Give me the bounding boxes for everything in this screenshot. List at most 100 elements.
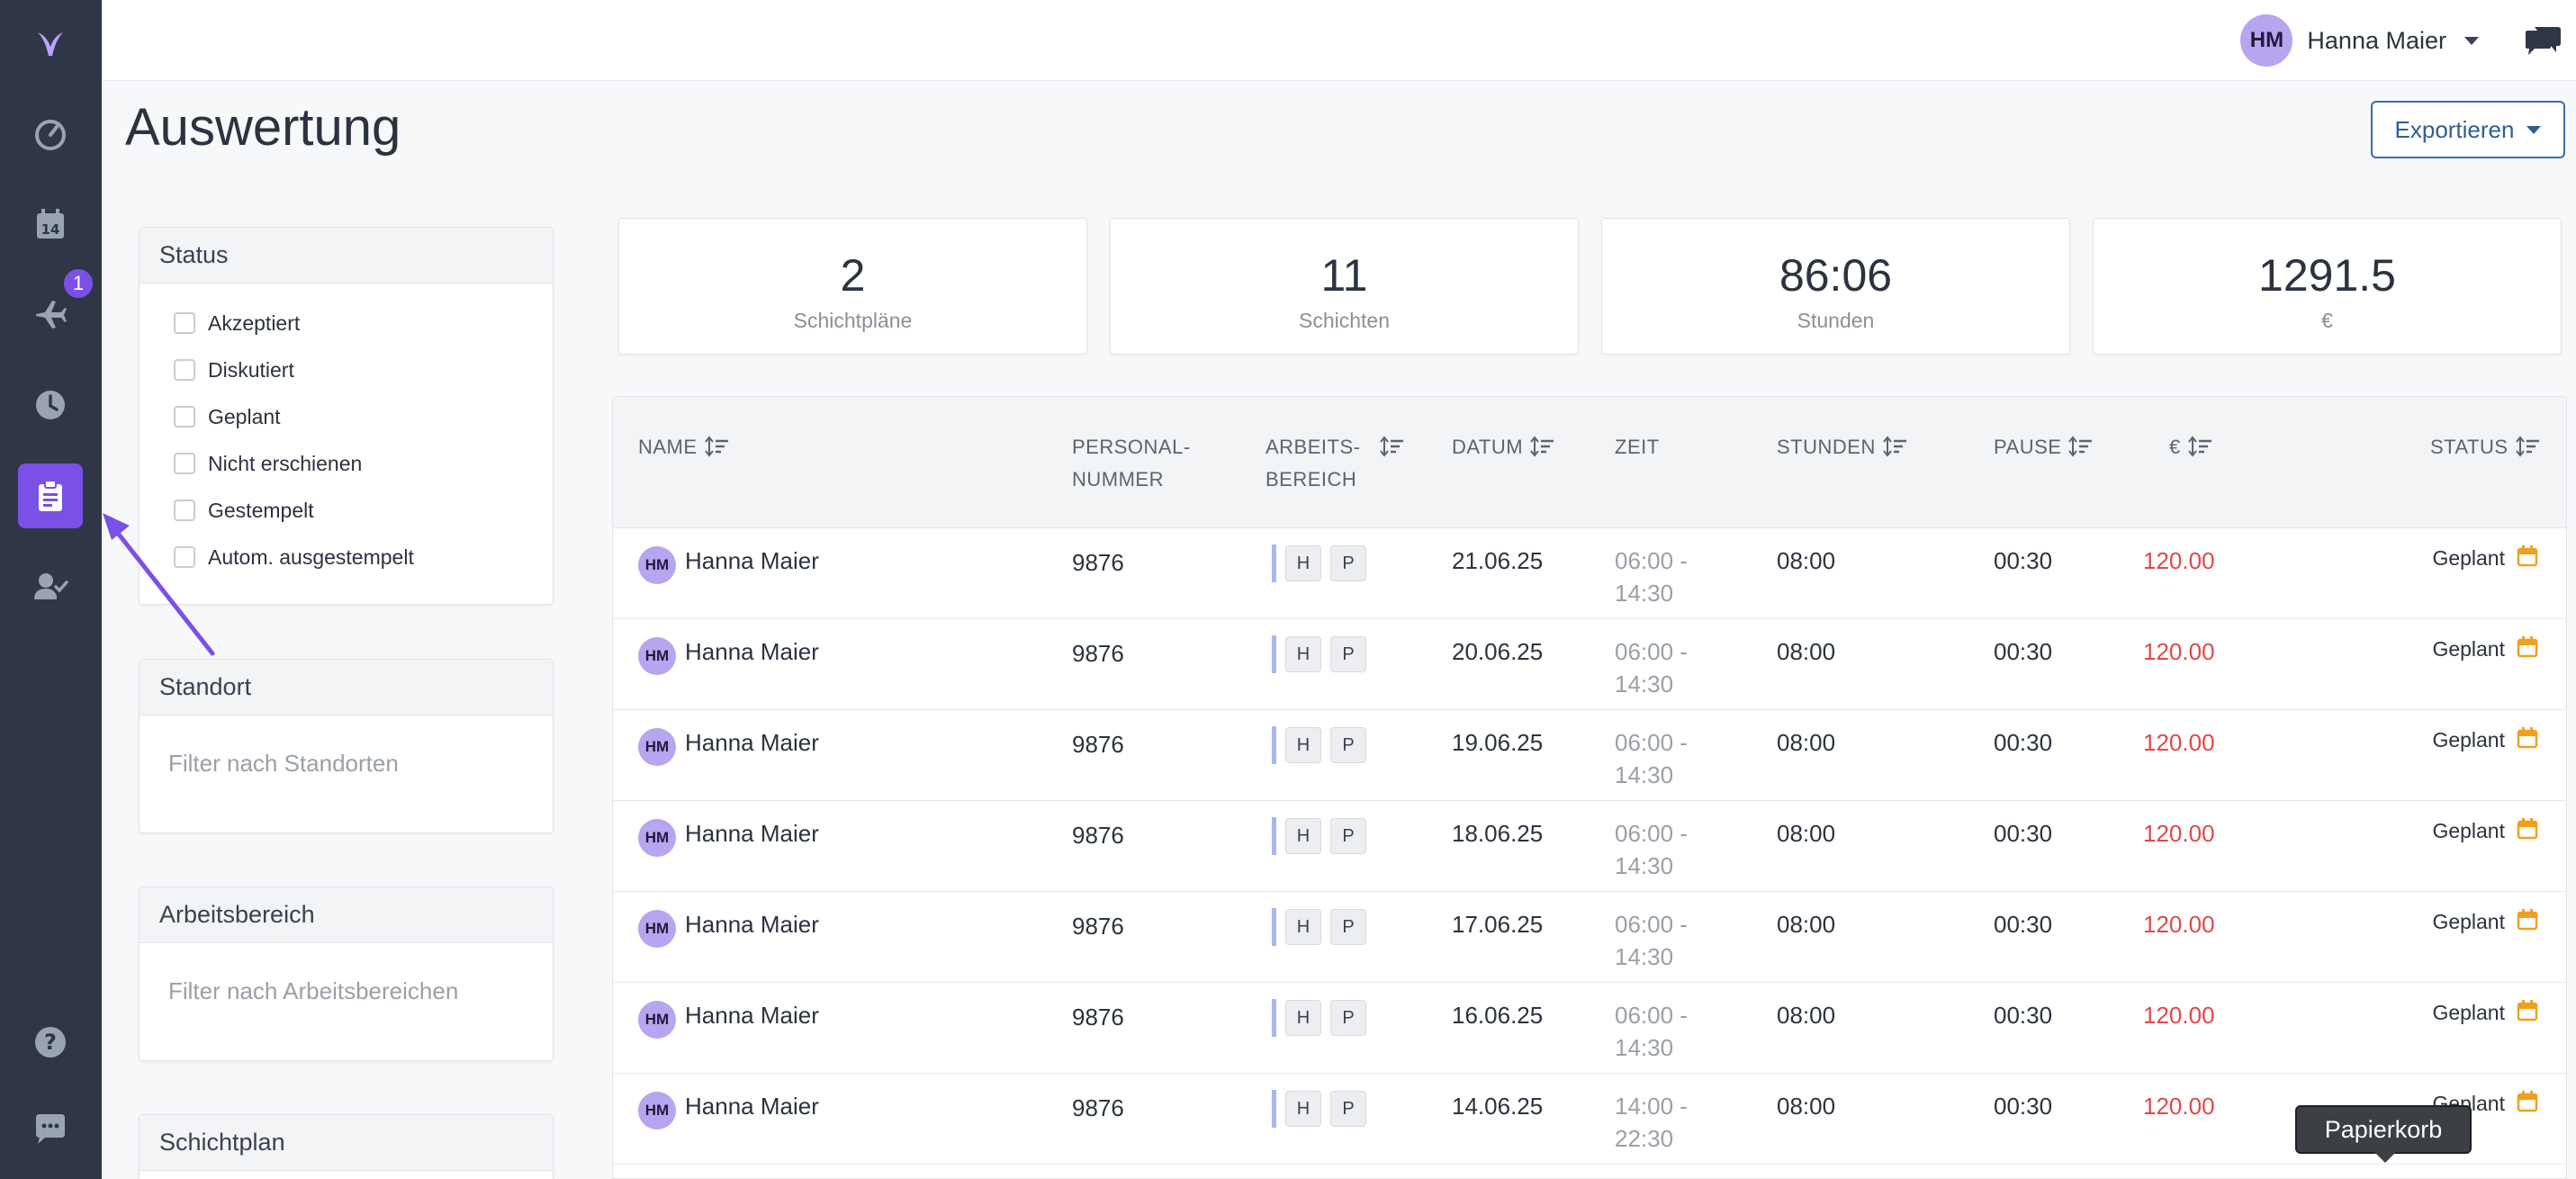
checkbox[interactable] [174, 453, 195, 474]
logo-icon[interactable] [18, 11, 83, 76]
sort-icon[interactable] [2068, 435, 2094, 460]
table-row[interactable]: HM Hanna Maier 9876 H P 21.06.25 06:00 -… [613, 528, 2566, 619]
clock-icon[interactable] [18, 373, 83, 437]
calendar-icon[interactable] [2516, 999, 2539, 1022]
column-pause[interactable]: PAUSE [1994, 431, 2094, 464]
area-filter-input[interactable]: Filter nach Arbeitsbereichen [168, 977, 459, 1004]
messages-icon[interactable] [2524, 23, 2562, 59]
option-label: Gestempelt [208, 498, 314, 522]
chat-icon[interactable] [18, 1096, 83, 1161]
area-tag: H [1285, 1000, 1321, 1036]
shift-pause: 00:30 [1994, 729, 2053, 756]
calendar-icon[interactable] [2516, 1090, 2539, 1113]
schedule-filter-title: Schichtplan [140, 1115, 553, 1171]
checkbox[interactable] [174, 546, 195, 568]
checkbox[interactable] [174, 406, 195, 428]
clipboard-icon[interactable] [18, 464, 83, 528]
stat-label: € [2321, 309, 2333, 332]
column-label: € [2169, 436, 2181, 458]
column-date[interactable]: DATUM [1452, 431, 1555, 464]
user-menu[interactable]: HM Hanna Maier [2240, 14, 2479, 67]
status-option-diskutiert[interactable]: Diskutiert [140, 346, 553, 393]
employee-name[interactable]: Hanna Maier [685, 729, 819, 756]
column-area[interactable]: ARBEITS- BEREICH [1265, 431, 1405, 496]
column-personal-number[interactable]: PERSONAL- NUMMER [1072, 431, 1191, 496]
column-name[interactable]: NAME [638, 431, 730, 464]
sort-icon[interactable] [704, 435, 730, 460]
employee-name[interactable]: Hanna Maier [685, 1002, 819, 1029]
checkbox[interactable] [174, 312, 195, 334]
table-row[interactable]: HM Hanna Maier 9876 H P 18.06.25 06:00 -… [613, 801, 2566, 892]
status-option-nicht-erschienen[interactable]: Nicht erschienen [140, 440, 553, 487]
calendar-icon[interactable] [2516, 726, 2539, 750]
area-filter-title: Arbeitsbereich [140, 887, 553, 943]
shift-date: 18.06.25 [1452, 820, 1544, 847]
column-label: ZEIT [1615, 436, 1660, 458]
work-area: H P [1272, 544, 1366, 582]
table-row[interactable]: HM Hanna Maier 9876 H P 16.06.25 06:00 -… [613, 983, 2566, 1074]
employee-name[interactable]: Hanna Maier [685, 1093, 819, 1120]
area-tag: P [1330, 636, 1366, 672]
stat-value: 86:06 [1779, 250, 1893, 301]
status-option-gestempelt[interactable]: Gestempelt [140, 487, 553, 534]
location-filter-input[interactable]: Filter nach Standorten [168, 750, 399, 777]
employee-name[interactable]: Hanna Maier [685, 547, 819, 574]
sort-icon[interactable] [1380, 435, 1405, 460]
stat-value: 1291.5 [2258, 250, 2396, 301]
column-euro[interactable]: € [2169, 431, 2213, 464]
employee-name[interactable]: Hanna Maier [685, 638, 819, 665]
shift-price: 120.00 [2143, 638, 2215, 665]
plane-icon[interactable] [18, 282, 83, 346]
column-label: STATUS [2430, 436, 2508, 458]
status-option-geplant[interactable]: Geplant [140, 393, 553, 440]
calendar-icon[interactable] [2516, 908, 2539, 932]
topbar: HM Hanna Maier [102, 0, 2576, 81]
annotation-arrow [103, 513, 215, 656]
area-tag: H [1285, 818, 1321, 854]
table-row[interactable]: HM Hanna Maier 9876 H P 17.06.25 06:00 -… [613, 892, 2566, 983]
area-tag: P [1330, 909, 1366, 945]
status-option-akzeptiert[interactable]: Akzeptiert [140, 300, 553, 346]
work-area: H P [1272, 635, 1366, 673]
status-badge: Geplant [2432, 546, 2505, 570]
employee-name[interactable]: Hanna Maier [685, 911, 819, 938]
shift-time: 06:00 -14:30 [1615, 820, 1688, 879]
area-tag: P [1330, 545, 1366, 581]
export-button[interactable]: Exportieren [2371, 101, 2565, 158]
calendar-icon[interactable] [2516, 817, 2539, 841]
sort-icon[interactable] [1883, 435, 1908, 460]
option-label: Diskutiert [208, 357, 294, 382]
chevron-down-icon [2464, 36, 2479, 45]
sort-icon[interactable] [1530, 435, 1555, 460]
work-area: H P [1272, 817, 1366, 855]
employee-name[interactable]: Hanna Maier [685, 820, 819, 847]
user-check-icon[interactable] [18, 554, 83, 619]
column-label: PAUSE [1994, 436, 2062, 458]
column-label: NAME [638, 436, 698, 458]
gauge-icon[interactable] [18, 101, 83, 166]
table-row[interactable]: HM Hanna Maier 9876 H P 20.06.25 06:00 -… [613, 619, 2566, 710]
stat-card-stunden: 86:06 Stunden [1601, 218, 2070, 355]
table-row[interactable]: HM Hanna Maier 9876 H P 19.06.25 06:00 -… [613, 710, 2566, 801]
chevron-down-icon [2526, 125, 2542, 134]
checkbox[interactable] [174, 500, 195, 521]
calendar-day: 14 [41, 221, 60, 238]
calendar-icon[interactable]: 14 [18, 192, 83, 256]
question-icon[interactable]: ? [18, 1010, 83, 1075]
calendar-icon[interactable] [2516, 544, 2539, 568]
sort-icon[interactable] [2187, 435, 2213, 460]
sort-icon[interactable] [2515, 435, 2541, 460]
work-area: H P [1272, 908, 1366, 946]
status-option-autom-ausgestempelt[interactable]: Autom. ausgestempelt [140, 534, 553, 580]
shift-hours: 08:00 [1777, 911, 1836, 938]
option-label: Autom. ausgestempelt [208, 544, 414, 569]
shift-pause: 00:30 [1994, 638, 2053, 665]
checkbox[interactable] [174, 359, 195, 381]
area-tag: H [1285, 545, 1321, 581]
calendar-icon[interactable] [2516, 635, 2539, 659]
column-status[interactable]: STATUS [2430, 431, 2541, 464]
table-row[interactable]: HM Hanna Maier 9876 H P 14.06.25 14:00 -… [613, 1074, 2566, 1165]
area-tag: H [1285, 909, 1321, 945]
shift-price: 120.00 [2143, 911, 2215, 938]
column-hours[interactable]: STUNDEN [1777, 431, 1908, 464]
